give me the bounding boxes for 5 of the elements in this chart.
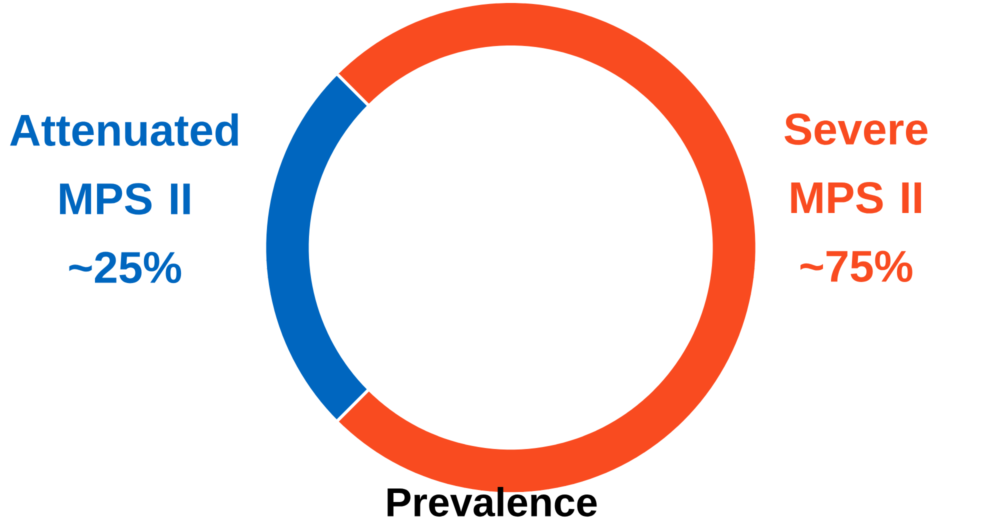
- slice-label: Severe MPS II: [784, 113, 928, 214]
- data-label: ~25%: [69, 252, 182, 284]
- text: Prevalence: [388, 486, 597, 517]
- data-label: ~75%: [800, 250, 912, 282]
- slice-label: Attenuated MPS II: [10, 113, 238, 215]
